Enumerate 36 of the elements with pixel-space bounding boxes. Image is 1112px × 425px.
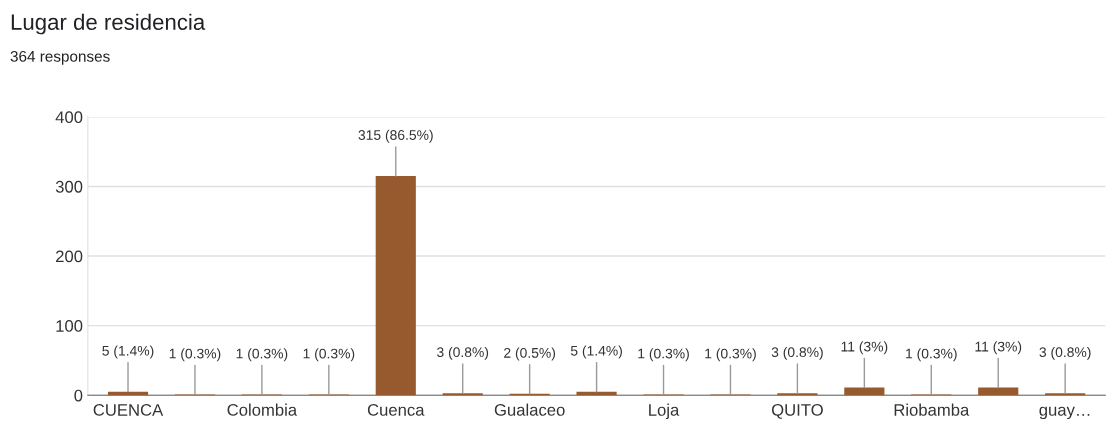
data-label: 3 (0.8%): [771, 346, 823, 360]
data-label: 315 (86.5%): [358, 129, 433, 143]
data-label: 1 (0.3%): [303, 348, 355, 362]
x-tick-label: Cuenca: [367, 404, 425, 416]
data-label: 1 (0.3%): [906, 348, 957, 362]
data-label: 3 (0.8%): [1039, 346, 1091, 360]
x-tick-label: Loja: [649, 403, 680, 420]
x-tick-label: Colombia: [227, 403, 298, 416]
x-tick-label: QUITO: [771, 404, 823, 419]
bar: [442, 393, 483, 396]
x-tick-label: guay…: [1039, 406, 1090, 420]
data-label: 5 (1.4%): [102, 345, 154, 359]
data-label: 5 (1.4%): [570, 345, 622, 359]
data-label: 1 (0.3%): [705, 348, 756, 362]
x-tick-label: Riobamba: [894, 403, 970, 416]
x-tick-label: Gualaceo: [494, 403, 565, 416]
y-tick-label: 400: [55, 111, 83, 124]
bar: [375, 176, 416, 396]
bar: [777, 393, 818, 396]
y-tick-label: 200: [56, 250, 83, 263]
data-label: 1 (0.3%): [236, 348, 288, 362]
data-label: 2 (0.5%): [504, 347, 556, 361]
x-tick-label: CUENCA: [93, 404, 164, 416]
bar: [978, 387, 1019, 396]
data-label: 11 (3%): [841, 341, 888, 355]
y-tick-label: 100: [56, 320, 83, 332]
data-label: 1 (0.3%): [169, 348, 221, 362]
data-label: 1 (0.3%): [638, 348, 689, 362]
bar: [1045, 393, 1086, 396]
y-tick-label: 0: [74, 389, 83, 402]
bar: [844, 387, 885, 396]
chart-title: Lugar de residencia: [11, 13, 206, 35]
data-label: 3 (0.8%): [437, 346, 489, 360]
data-label: 11 (3%): [975, 341, 1022, 355]
y-tick-label: 300: [55, 180, 83, 193]
chart-subtitle: 364 responses: [10, 50, 110, 65]
